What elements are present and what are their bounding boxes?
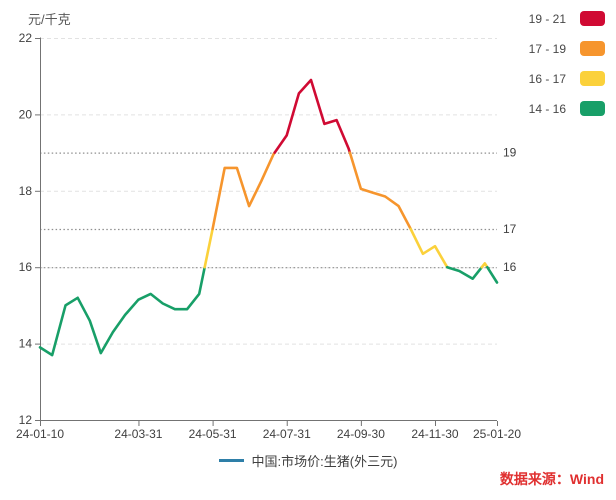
band-legend-label: 14 - 16 xyxy=(528,101,566,116)
price-line-segment xyxy=(409,227,449,269)
y-tick-label: 16 xyxy=(19,260,33,274)
x-tick-label: 24-09-30 xyxy=(337,427,385,441)
series-line-swatch xyxy=(218,458,244,462)
y-tick-label: 12 xyxy=(19,413,33,427)
band-swatch-green xyxy=(580,101,605,116)
y-tick-label: 14 xyxy=(19,337,33,351)
x-tick-label: 24-11-30 xyxy=(411,427,458,441)
price-line-segment xyxy=(273,78,352,154)
x-tick-label: 24-03-31 xyxy=(114,427,162,441)
reference-line-label: 17 xyxy=(503,222,517,236)
price-line-segment xyxy=(38,265,206,357)
price-line-segment xyxy=(203,227,214,269)
y-axis-unit-label: 元/千克 xyxy=(28,12,71,27)
x-tick-label: 24-07-31 xyxy=(263,427,311,441)
reference-line-label: 19 xyxy=(503,146,517,160)
x-tick-label: 24-05-31 xyxy=(189,427,237,441)
band-legend-item-14-16[interactable]: 14 - 16 xyxy=(529,101,605,116)
band-legend-label: 16 - 17 xyxy=(528,71,566,86)
band-swatch-red xyxy=(580,11,605,26)
price-line-segment xyxy=(486,265,499,284)
y-tick-label: 22 xyxy=(19,31,33,45)
band-legend-label: 17 - 19 xyxy=(528,41,566,56)
band-legend-label: 19 - 21 xyxy=(528,11,566,26)
price-line-segment xyxy=(348,151,412,231)
price-line-segment xyxy=(445,265,484,280)
data-source-label: 数据来源：Wind xyxy=(499,471,604,487)
series-legend[interactable]: 中国:市场价:生猪(外三元) xyxy=(0,452,616,469)
y-tick-label: 20 xyxy=(19,107,33,121)
band-legend-item-19-21[interactable]: 19 - 21 xyxy=(529,11,605,26)
reference-line-label: 16 xyxy=(503,260,517,274)
band-swatch-yellow xyxy=(580,71,605,86)
band-swatch-orange xyxy=(580,41,605,56)
band-legend: 19 - 21 17 - 19 16 - 17 14 - 16 xyxy=(529,11,605,116)
x-tick-label: 25-01-20 xyxy=(473,427,521,441)
price-line-segment xyxy=(211,151,276,231)
band-legend-item-17-19[interactable]: 17 - 19 xyxy=(529,41,605,56)
y-tick-label: 18 xyxy=(19,184,33,198)
x-tick-label: 24-01-10 xyxy=(16,427,64,441)
price-line-segment xyxy=(480,262,489,269)
band-legend-item-16-17[interactable]: 16 - 17 xyxy=(529,71,605,86)
series-legend-label: 中国:市场价:生猪(外三元) xyxy=(251,453,398,469)
